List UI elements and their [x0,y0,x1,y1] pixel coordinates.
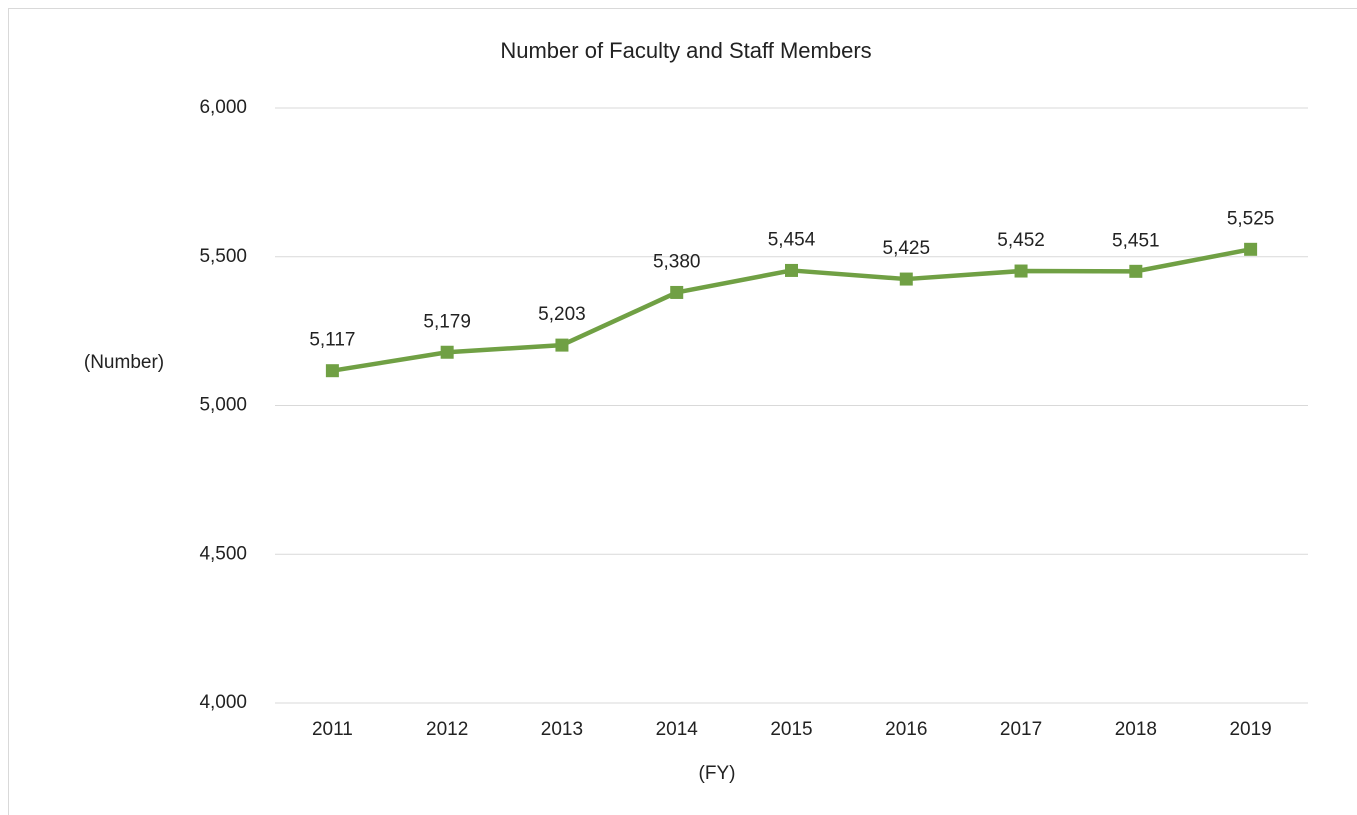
marker [1244,242,1258,256]
x-tick-label: 2014 [656,719,699,740]
data-label: 5,179 [423,311,471,332]
data-label: 5,203 [538,304,586,325]
x-tick-label: 2016 [885,719,927,740]
x-tick-label: 2011 [312,719,353,740]
y-axis-label: (Number) [84,352,164,373]
chart-frame [8,8,1357,815]
marker [899,272,913,286]
y-tick-label: 4,500 [199,543,247,564]
x-tick-label: 2018 [1115,719,1157,740]
data-label: 5,117 [309,330,355,351]
marker [785,263,798,277]
x-tick-label: 2012 [426,719,468,740]
marker [1014,264,1028,278]
marker [325,364,339,378]
x-tick-label: 2017 [1000,719,1042,740]
y-tick-label: 6,000 [199,97,247,118]
x-axis-label: (FY) [699,763,736,784]
marker [555,338,569,352]
y-tick-label: 4,000 [199,692,247,713]
data-label: 5,452 [997,230,1045,251]
data-label: 5,380 [653,251,701,272]
marker [1129,264,1143,278]
chart-title: Number of Faculty and Staff Members [500,38,871,63]
data-label: 5,454 [768,229,816,250]
x-tick-label: 2019 [1229,719,1271,740]
x-tick-label: 2013 [541,719,583,740]
y-tick-label: 5,500 [199,246,247,267]
marker [440,345,454,359]
data-label: 5,451 [1112,230,1160,251]
marker [670,285,684,299]
x-tick-label: 2015 [770,719,812,740]
data-label: 5,525 [1227,208,1275,229]
y-tick-label: 5,000 [199,395,247,416]
data-label: 5,425 [883,238,931,259]
